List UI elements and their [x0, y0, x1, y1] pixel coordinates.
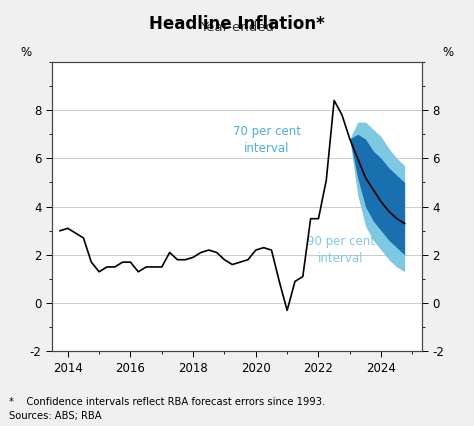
Text: Headline Inflation*: Headline Inflation* — [149, 15, 325, 33]
Text: Sources: ABS; RBA: Sources: ABS; RBA — [9, 411, 102, 421]
Text: %: % — [21, 46, 32, 59]
Text: *    Confidence intervals reflect RBA forecast errors since 1993.: * Confidence intervals reflect RBA forec… — [9, 397, 326, 407]
Text: 90 per cent
interval: 90 per cent interval — [307, 235, 374, 265]
Text: 70 per cent
interval: 70 per cent interval — [233, 125, 301, 155]
Title: Year-ended: Year-ended — [200, 21, 274, 34]
Text: %: % — [442, 46, 453, 59]
